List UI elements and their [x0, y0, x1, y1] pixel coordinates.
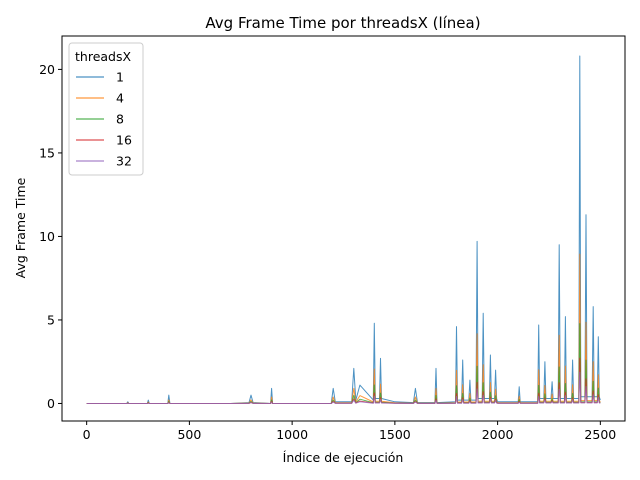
x-tick-label: 500: [177, 427, 201, 442]
legend-label-1: 1: [116, 70, 124, 85]
chart-title: Avg Frame Time por threadsX (línea): [205, 14, 480, 32]
x-tick-label: 1000: [276, 427, 308, 442]
legend-label-4: 4: [116, 91, 124, 106]
legend-label-32: 32: [116, 154, 132, 169]
series-line-32: [86, 371, 601, 404]
legend-entries: 1 4 8 16 32: [76, 70, 132, 169]
y-tick-label: 0: [47, 396, 55, 411]
y-tick-label: 10: [39, 229, 55, 244]
x-tick-label: 1500: [379, 427, 411, 442]
legend-title: threadsX: [75, 49, 131, 64]
legend: threadsX 1 4 8 16 32: [68, 42, 144, 176]
x-tick-label: 2000: [482, 427, 514, 442]
y-tick-label: 15: [39, 145, 55, 160]
y-tick-label: 20: [39, 62, 55, 77]
legend-label-8: 8: [116, 112, 124, 127]
y-axis-label: Avg Frame Time: [13, 177, 28, 278]
x-tick-label: 0: [83, 427, 91, 442]
x-axis-label: Índice de ejecución: [283, 450, 404, 465]
legend-box: [68, 42, 144, 176]
y-axis-ticks: 0 5 10 15 20: [39, 62, 62, 411]
y-tick-label: 5: [47, 312, 55, 327]
x-tick-label: 2500: [584, 427, 616, 442]
legend-label-16: 16: [116, 133, 132, 148]
plot-lines: [86, 55, 601, 404]
axes-frame: [61, 35, 626, 422]
x-axis-ticks: 0 500 1000 1500 2000 2500: [83, 421, 616, 442]
